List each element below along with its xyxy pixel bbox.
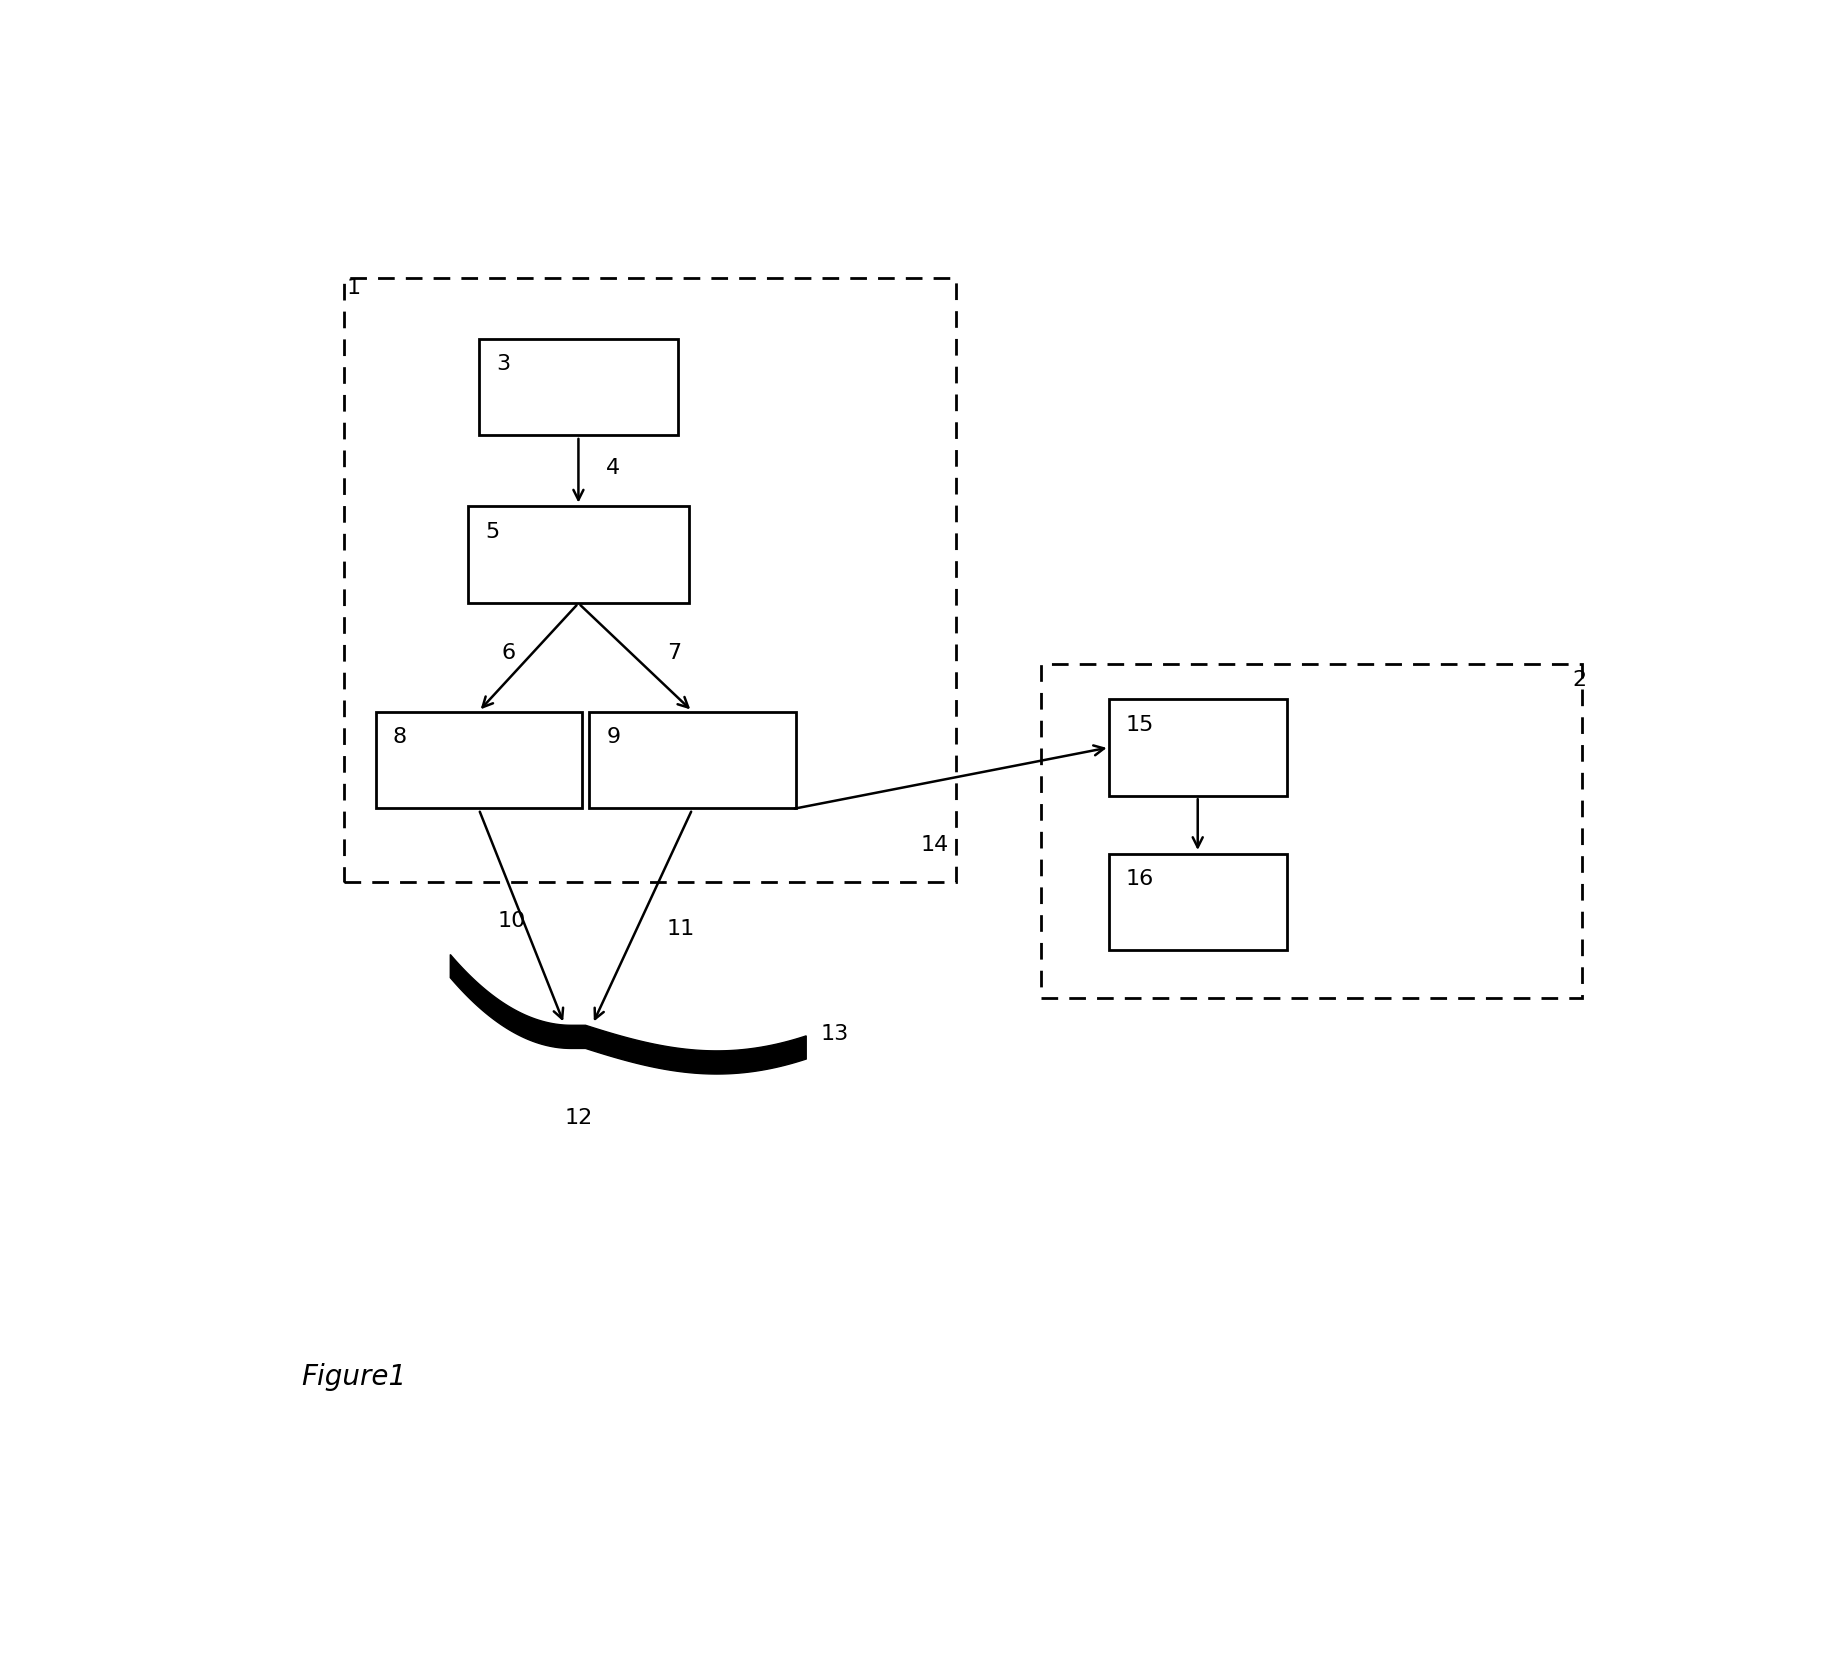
Text: 7: 7 (667, 643, 682, 663)
Bar (590, 712, 795, 809)
Text: 16: 16 (1126, 869, 1154, 889)
Text: 10: 10 (498, 911, 525, 931)
Text: 12: 12 (564, 1108, 593, 1128)
Bar (344, 277, 955, 882)
Bar (479, 339, 678, 436)
Text: 4: 4 (606, 458, 619, 478)
Text: 15: 15 (1126, 715, 1154, 735)
Text: 2: 2 (1572, 670, 1587, 690)
Text: 14: 14 (920, 836, 948, 856)
Polygon shape (450, 954, 806, 1074)
Bar (468, 506, 689, 603)
Text: 6: 6 (502, 643, 516, 663)
Text: 9: 9 (606, 727, 621, 747)
Text: 11: 11 (667, 919, 694, 939)
Bar (1042, 663, 1582, 998)
Text: 3: 3 (496, 354, 511, 374)
Bar (375, 712, 582, 809)
Text: 8: 8 (393, 727, 406, 747)
Text: Figure1: Figure1 (301, 1362, 406, 1390)
Text: 13: 13 (821, 1024, 849, 1044)
Bar (1110, 698, 1286, 795)
Text: 1: 1 (347, 277, 360, 297)
Text: 5: 5 (485, 521, 500, 541)
Bar (1110, 854, 1286, 951)
